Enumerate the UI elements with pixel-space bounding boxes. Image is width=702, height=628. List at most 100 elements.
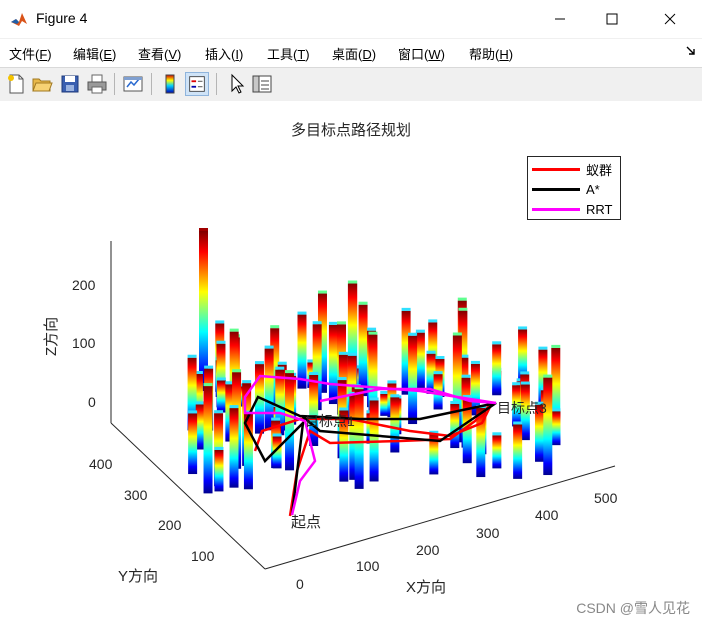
bar-top xyxy=(193,370,203,374)
bar-top xyxy=(369,397,379,401)
y-tick-label: 400 xyxy=(89,456,113,472)
colorbar-icon[interactable] xyxy=(158,72,182,96)
bar xyxy=(188,413,198,475)
bar-field xyxy=(187,228,561,494)
bar xyxy=(450,403,460,449)
bar xyxy=(380,393,390,416)
bar xyxy=(492,435,502,469)
bar xyxy=(476,408,486,478)
bar xyxy=(187,357,197,431)
bar xyxy=(513,424,523,479)
bar-top xyxy=(338,351,348,355)
bar-top xyxy=(470,360,480,364)
z-tick-label: 0 xyxy=(88,394,96,410)
x-axis-label: X方向 xyxy=(406,579,447,596)
figure-canvas[interactable]: 多目标点路径规划 200 100 0 400 300 200 100 0 100… xyxy=(0,101,702,628)
bar xyxy=(275,369,285,436)
menu-edit[interactable]: 编辑(E) xyxy=(73,47,117,62)
bar xyxy=(512,385,522,427)
bar-top xyxy=(312,321,322,325)
bar-top xyxy=(203,383,213,387)
menu-tools[interactable]: 工具(T) xyxy=(267,47,310,62)
bar xyxy=(216,343,226,408)
menu-window[interactable]: 窗口(W) xyxy=(398,47,445,62)
bar xyxy=(408,335,418,425)
bar-top xyxy=(216,340,226,344)
bar xyxy=(203,386,213,494)
bar-top xyxy=(277,361,287,365)
bar xyxy=(339,410,349,482)
bar-top xyxy=(380,390,390,394)
bar-top xyxy=(457,297,467,301)
minimize-button[interactable] xyxy=(534,0,586,38)
property-editor-icon[interactable] xyxy=(250,72,274,96)
path-astar xyxy=(243,395,497,516)
legend-icon[interactable] xyxy=(185,72,209,96)
z-axis-label: Z方向 xyxy=(43,316,60,356)
close-icon xyxy=(664,13,676,25)
save-icon[interactable] xyxy=(58,72,82,96)
bar xyxy=(426,353,436,394)
link-plot-icon[interactable] xyxy=(121,72,145,96)
y-axis-label: Y方向 xyxy=(118,568,159,585)
bar-top xyxy=(461,374,471,378)
plot-axes[interactable] xyxy=(0,101,702,628)
window-title: Figure 4 xyxy=(36,10,88,26)
menu-desktop[interactable]: 桌面(D) xyxy=(332,47,377,62)
minimize-icon xyxy=(555,18,565,20)
bar xyxy=(264,348,274,431)
menu-insert[interactable]: 插入(I) xyxy=(205,47,244,62)
bar-top xyxy=(204,365,214,369)
bar-top xyxy=(390,394,400,398)
close-button[interactable] xyxy=(644,0,696,38)
menu-view[interactable]: 查看(V) xyxy=(138,47,182,62)
bar xyxy=(328,324,338,405)
bar xyxy=(452,335,462,443)
y-tick-label: 300 xyxy=(124,487,148,503)
toolbar-separator xyxy=(216,73,217,95)
bar-top xyxy=(254,361,264,365)
toolbar-separator xyxy=(151,73,152,95)
bar xyxy=(358,304,368,397)
y-tick-label: 100 xyxy=(191,548,215,564)
target3-label: 目标点3 xyxy=(497,400,547,416)
legend-entry: RRT xyxy=(532,200,612,218)
bar-top xyxy=(216,377,226,381)
bar-top xyxy=(387,380,397,384)
bar-top xyxy=(551,344,561,348)
bar-top xyxy=(199,228,208,231)
bar-top xyxy=(339,407,349,411)
legend[interactable]: 蚁群 A* RRT xyxy=(527,156,621,220)
pointer-icon[interactable] xyxy=(224,72,248,96)
bar xyxy=(520,384,530,441)
bar-top xyxy=(272,433,282,437)
bar-top xyxy=(225,381,235,385)
bar xyxy=(270,328,280,420)
new-figure-icon[interactable] xyxy=(4,72,28,96)
dock-arrow-icon[interactable] xyxy=(686,46,696,56)
menu-help[interactable]: 帮助(H) xyxy=(469,47,514,62)
bar-top xyxy=(512,382,522,386)
open-file-icon[interactable] xyxy=(30,72,54,96)
bar xyxy=(551,347,561,443)
bar-top xyxy=(518,326,528,330)
bar-top xyxy=(229,328,239,332)
bar xyxy=(195,404,205,450)
maximize-button[interactable] xyxy=(586,0,638,38)
bar-top xyxy=(401,307,411,311)
z-tick-label: 100 xyxy=(72,335,96,351)
bar xyxy=(272,436,282,469)
menu-file[interactable]: 文件(F) xyxy=(9,47,52,62)
bar-top xyxy=(492,341,502,345)
print-icon[interactable] xyxy=(85,72,109,96)
bar-top xyxy=(368,331,378,335)
path-lines xyxy=(243,374,497,517)
bar-top xyxy=(428,319,438,323)
x-tick-label: 500 xyxy=(594,490,618,506)
bar-top xyxy=(309,371,319,375)
bar-top xyxy=(492,432,502,436)
bar-top xyxy=(348,280,358,284)
bar-top xyxy=(214,410,224,414)
bar-top xyxy=(429,430,439,434)
bar xyxy=(243,413,253,490)
